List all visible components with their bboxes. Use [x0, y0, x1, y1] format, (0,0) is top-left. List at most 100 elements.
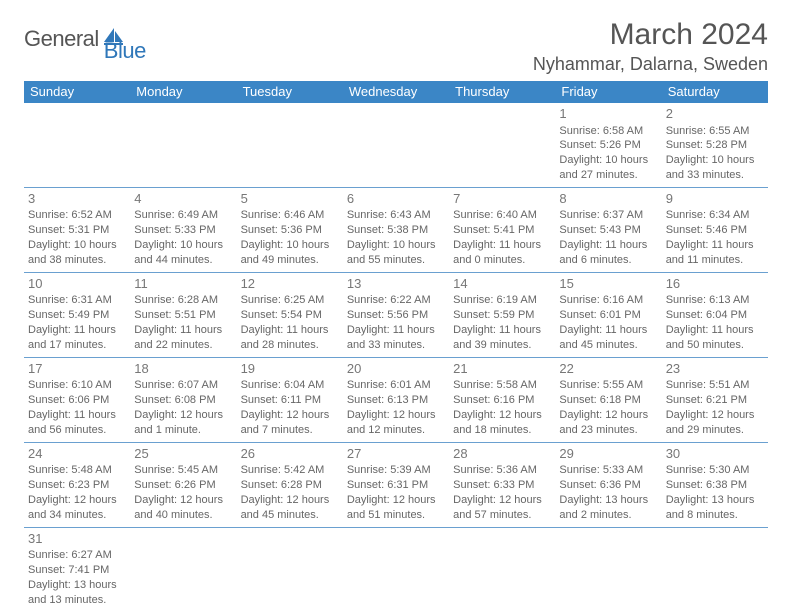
- day-cell: 15Sunrise: 6:16 AMSunset: 6:01 PMDayligh…: [555, 273, 661, 357]
- weekday-header-cell: Wednesday: [343, 81, 449, 103]
- day-sunrise: Sunrise: 5:48 AM: [28, 463, 126, 478]
- day-cell: 31Sunrise: 6:27 AMSunset: 7:41 PMDayligh…: [24, 528, 130, 612]
- day-cell: 16Sunrise: 6:13 AMSunset: 6:04 PMDayligh…: [662, 273, 768, 357]
- day-daylight: Daylight: 12 hours and 57 minutes.: [453, 493, 551, 523]
- day-sunset: Sunset: 6:06 PM: [28, 393, 126, 408]
- weekday-header-cell: Tuesday: [237, 81, 343, 103]
- day-number: 22: [559, 360, 657, 378]
- day-daylight: Daylight: 11 hours and 0 minutes.: [453, 238, 551, 268]
- day-number: 1: [559, 105, 657, 123]
- day-sunset: Sunset: 6:38 PM: [666, 478, 764, 493]
- day-cell: [24, 103, 130, 187]
- week-row: 31Sunrise: 6:27 AMSunset: 7:41 PMDayligh…: [24, 528, 768, 612]
- day-number: 31: [28, 530, 126, 548]
- day-number: 27: [347, 445, 445, 463]
- day-sunrise: Sunrise: 6:55 AM: [666, 124, 764, 139]
- day-sunrise: Sunrise: 6:58 AM: [559, 124, 657, 139]
- day-sunset: Sunset: 5:38 PM: [347, 223, 445, 238]
- day-cell: 6Sunrise: 6:43 AMSunset: 5:38 PMDaylight…: [343, 188, 449, 272]
- day-cell: 10Sunrise: 6:31 AMSunset: 5:49 PMDayligh…: [24, 273, 130, 357]
- day-sunset: Sunset: 5:54 PM: [241, 308, 339, 323]
- day-cell: [662, 528, 768, 612]
- day-sunset: Sunset: 6:11 PM: [241, 393, 339, 408]
- day-sunrise: Sunrise: 6:13 AM: [666, 293, 764, 308]
- day-daylight: Daylight: 12 hours and 23 minutes.: [559, 408, 657, 438]
- day-sunset: Sunset: 5:36 PM: [241, 223, 339, 238]
- day-daylight: Daylight: 11 hours and 39 minutes.: [453, 323, 551, 353]
- day-sunset: Sunset: 6:28 PM: [241, 478, 339, 493]
- day-number: 3: [28, 190, 126, 208]
- day-cell: 26Sunrise: 5:42 AMSunset: 6:28 PMDayligh…: [237, 443, 343, 527]
- day-number: 19: [241, 360, 339, 378]
- day-sunrise: Sunrise: 5:51 AM: [666, 378, 764, 393]
- location-subtitle: Nyhammar, Dalarna, Sweden: [533, 54, 768, 75]
- day-cell: [343, 103, 449, 187]
- weekday-header-cell: Friday: [555, 81, 661, 103]
- day-daylight: Daylight: 10 hours and 49 minutes.: [241, 238, 339, 268]
- week-row: 3Sunrise: 6:52 AMSunset: 5:31 PMDaylight…: [24, 188, 768, 273]
- day-sunrise: Sunrise: 6:07 AM: [134, 378, 232, 393]
- day-daylight: Daylight: 12 hours and 7 minutes.: [241, 408, 339, 438]
- month-title: March 2024: [533, 18, 768, 52]
- day-cell: 25Sunrise: 5:45 AMSunset: 6:26 PMDayligh…: [130, 443, 236, 527]
- day-sunset: Sunset: 6:01 PM: [559, 308, 657, 323]
- day-sunset: Sunset: 5:31 PM: [28, 223, 126, 238]
- day-sunrise: Sunrise: 6:25 AM: [241, 293, 339, 308]
- day-cell: 29Sunrise: 5:33 AMSunset: 6:36 PMDayligh…: [555, 443, 661, 527]
- week-row: 24Sunrise: 5:48 AMSunset: 6:23 PMDayligh…: [24, 443, 768, 528]
- day-daylight: Daylight: 12 hours and 45 minutes.: [241, 493, 339, 523]
- day-sunset: Sunset: 5:28 PM: [666, 138, 764, 153]
- day-sunset: Sunset: 5:56 PM: [347, 308, 445, 323]
- day-sunset: Sunset: 5:26 PM: [559, 138, 657, 153]
- day-number: 16: [666, 275, 764, 293]
- day-daylight: Daylight: 11 hours and 22 minutes.: [134, 323, 232, 353]
- day-sunset: Sunset: 6:18 PM: [559, 393, 657, 408]
- day-number: 8: [559, 190, 657, 208]
- day-cell: [237, 103, 343, 187]
- day-number: 20: [347, 360, 445, 378]
- day-daylight: Daylight: 10 hours and 44 minutes.: [134, 238, 232, 268]
- day-cell: 9Sunrise: 6:34 AMSunset: 5:46 PMDaylight…: [662, 188, 768, 272]
- day-daylight: Daylight: 13 hours and 8 minutes.: [666, 493, 764, 523]
- header: General Blue March 2024 Nyhammar, Dalarn…: [24, 18, 768, 75]
- day-daylight: Daylight: 13 hours and 13 minutes.: [28, 578, 126, 608]
- week-row: 1Sunrise: 6:58 AMSunset: 5:26 PM Daylight…: [24, 103, 768, 188]
- day-daylight: Daylight: 12 hours and 40 minutes.: [134, 493, 232, 523]
- day-sunrise: Sunrise: 6:52 AM: [28, 208, 126, 223]
- calendar: SundayMondayTuesdayWednesdayThursdayFrid…: [24, 81, 768, 612]
- logo-word-2: Blue: [104, 38, 146, 63]
- day-sunset: Sunset: 6:33 PM: [453, 478, 551, 493]
- day-daylight: Daylight: 12 hours and 12 minutes.: [347, 408, 445, 438]
- day-cell: 18Sunrise: 6:07 AMSunset: 6:08 PMDayligh…: [130, 358, 236, 442]
- day-number: 13: [347, 275, 445, 293]
- weekday-header-row: SundayMondayTuesdayWednesdayThursdayFrid…: [24, 81, 768, 103]
- day-sunset: Sunset: 5:41 PM: [453, 223, 551, 238]
- day-cell: 2Sunrise: 6:55 AMSunset: 5:28 PMDaylight…: [662, 103, 768, 187]
- day-sunset: Sunset: 6:31 PM: [347, 478, 445, 493]
- day-sunrise: Sunrise: 6:34 AM: [666, 208, 764, 223]
- day-sunrise: Sunrise: 5:45 AM: [134, 463, 232, 478]
- day-number: 10: [28, 275, 126, 293]
- day-cell: 8Sunrise: 6:37 AMSunset: 5:43 PMDaylight…: [555, 188, 661, 272]
- day-number: 18: [134, 360, 232, 378]
- day-daylight: Daylight: 10 hours and 55 minutes.: [347, 238, 445, 268]
- day-sunrise: Sunrise: 6:19 AM: [453, 293, 551, 308]
- day-daylight: Daylight: 10 hours and 33 minutes.: [666, 153, 764, 183]
- day-number: 12: [241, 275, 339, 293]
- day-daylight: Daylight: 10 hours and 38 minutes.: [28, 238, 126, 268]
- day-sunrise: Sunrise: 5:55 AM: [559, 378, 657, 393]
- day-cell: 28Sunrise: 5:36 AMSunset: 6:33 PMDayligh…: [449, 443, 555, 527]
- day-sunrise: Sunrise: 6:27 AM: [28, 548, 126, 563]
- day-sunrise: Sunrise: 6:28 AM: [134, 293, 232, 308]
- day-cell: [130, 103, 236, 187]
- title-block: March 2024 Nyhammar, Dalarna, Sweden: [533, 18, 768, 75]
- day-sunrise: Sunrise: 6:31 AM: [28, 293, 126, 308]
- day-cell: 14Sunrise: 6:19 AMSunset: 5:59 PMDayligh…: [449, 273, 555, 357]
- day-sunrise: Sunrise: 6:22 AM: [347, 293, 445, 308]
- day-sunset: Sunset: 5:46 PM: [666, 223, 764, 238]
- day-daylight: Daylight: 12 hours and 1 minute.: [134, 408, 232, 438]
- day-daylight: Daylight: 11 hours and 11 minutes.: [666, 238, 764, 268]
- day-daylight: Daylight: 11 hours and 28 minutes.: [241, 323, 339, 353]
- day-number: 14: [453, 275, 551, 293]
- weekday-header-cell: Sunday: [24, 81, 130, 103]
